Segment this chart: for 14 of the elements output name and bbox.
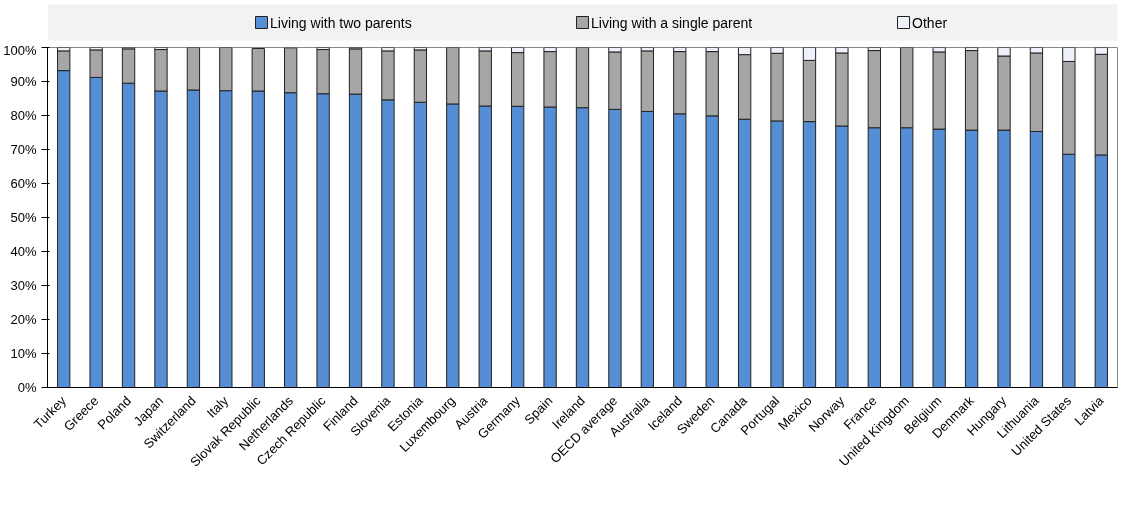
y-tick-label: 0% xyxy=(17,380,37,395)
y-tick-label: 60% xyxy=(10,176,37,191)
legend-label: Other xyxy=(912,14,948,31)
y-tick-label: 30% xyxy=(10,278,37,293)
legend-label: Living with two parents xyxy=(270,14,412,31)
y-tick-label: 90% xyxy=(10,74,37,89)
y-tick-label: 70% xyxy=(10,142,37,157)
legend-label: Living with a single parent xyxy=(591,14,753,31)
y-tick-label: 50% xyxy=(10,210,37,225)
y-tick-label: 80% xyxy=(10,108,37,123)
y-tick-label: 100% xyxy=(3,42,37,58)
y-tick-label: 20% xyxy=(10,312,37,327)
y-tick-label: 10% xyxy=(10,346,37,361)
y-tick-label: 40% xyxy=(10,244,37,259)
